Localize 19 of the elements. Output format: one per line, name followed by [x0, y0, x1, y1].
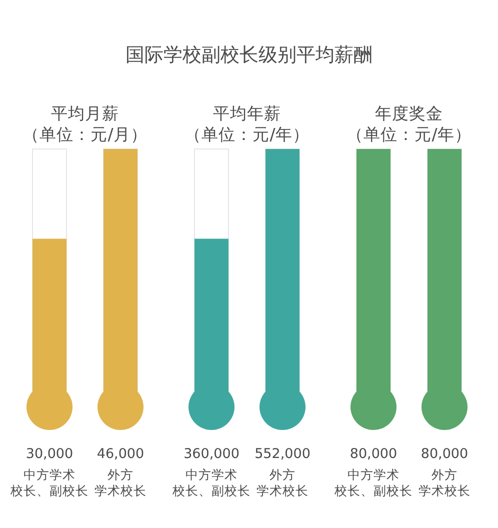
x-tick-label: 外方学术校长 — [94, 467, 146, 498]
data-label: 552,000 — [254, 446, 310, 462]
text: 国际学校副校长级别平均薪酬 — [126, 44, 372, 66]
x-tick-label: 外方学术校长 — [256, 467, 308, 498]
x-tick-label: 中方学术校长、副校长 — [334, 467, 412, 498]
x-tick-label: 中方学术校长、副校长 — [10, 467, 88, 498]
chart-subtitle: （单位：元/年） — [346, 125, 472, 144]
chart-title: 平均年薪 — [213, 104, 281, 123]
data-label: 46,000 — [96, 446, 144, 462]
data-label: 80,000 — [350, 446, 398, 462]
x-tick-label: 中方学术校长、副校长 — [172, 467, 250, 498]
chart-subtitle: （单位：元/年） — [184, 125, 310, 144]
chart-title: 年度奖金 — [375, 104, 443, 123]
chart-title: 平均月薪 — [51, 104, 119, 123]
data-label: 80,000 — [420, 446, 468, 462]
data-label: 30,000 — [26, 446, 74, 462]
x-tick-label: 外方学术校长 — [418, 467, 470, 498]
chart-subtitle: （单位：元/月） — [22, 125, 148, 144]
data-label: 360,000 — [184, 446, 240, 462]
